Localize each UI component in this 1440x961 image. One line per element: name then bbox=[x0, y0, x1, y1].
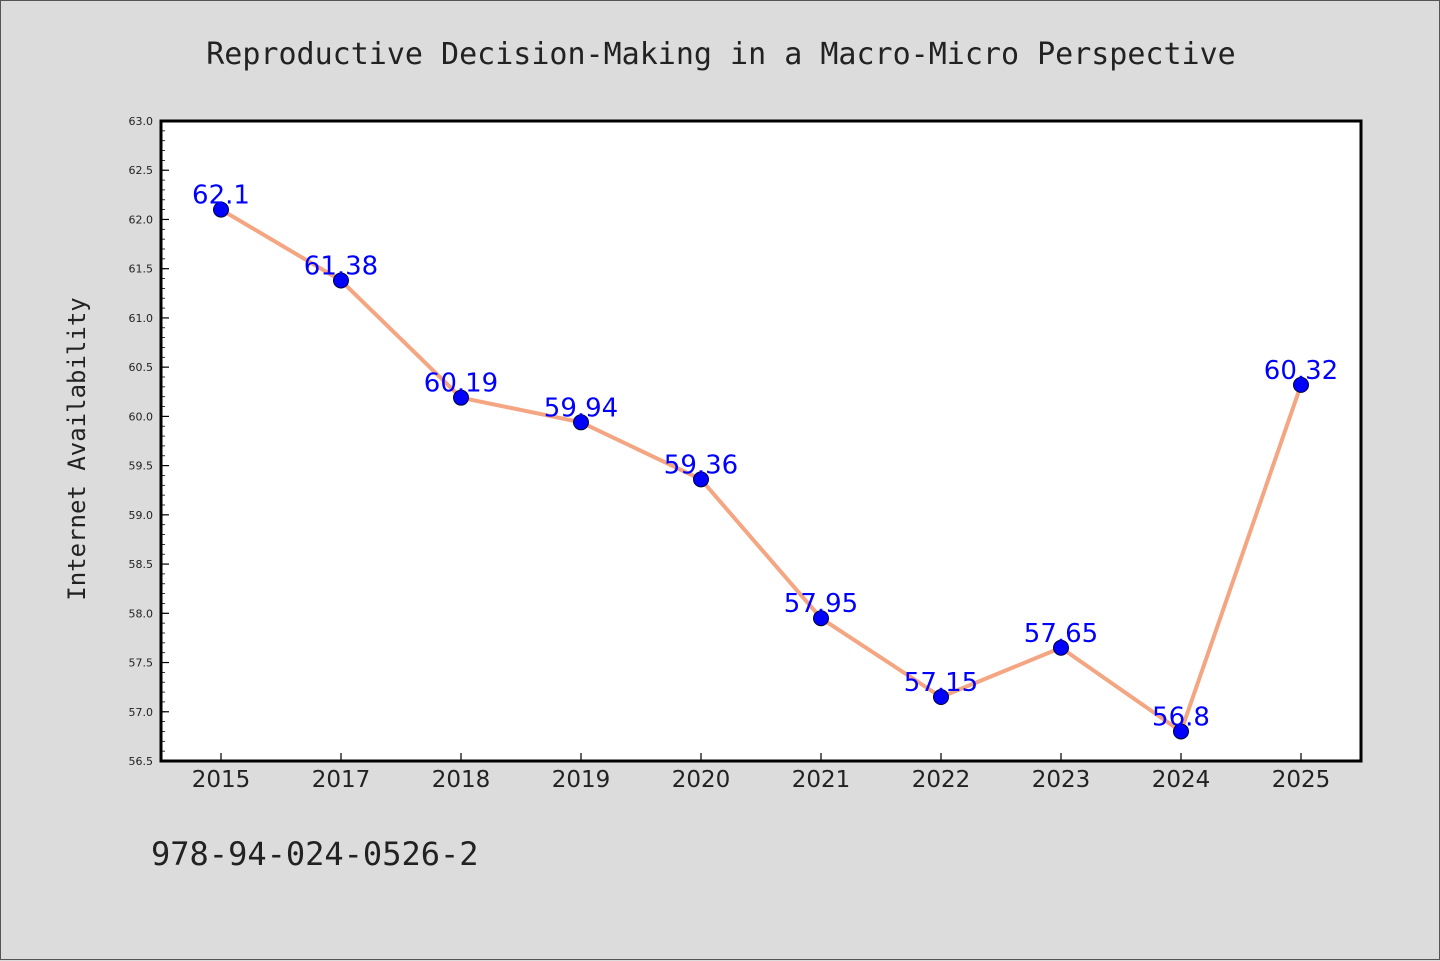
x-tick-label: 2025 bbox=[1272, 767, 1331, 793]
x-tick-label: 2024 bbox=[1152, 767, 1211, 793]
y-tick-label: 57.5 bbox=[129, 657, 154, 670]
data-label: 61.38 bbox=[304, 252, 378, 282]
y-tick-label: 60.0 bbox=[129, 410, 154, 423]
y-tick-label: 60.5 bbox=[129, 361, 154, 374]
x-tick-label: 2020 bbox=[672, 767, 731, 793]
data-point bbox=[1173, 723, 1189, 740]
data-label: 60.32 bbox=[1264, 356, 1338, 386]
data-label: 57.65 bbox=[1024, 619, 1098, 649]
data-label: 56.8 bbox=[1152, 702, 1210, 732]
data-label: 62.1 bbox=[192, 181, 250, 211]
y-tick-label: 62.5 bbox=[129, 164, 154, 177]
data-point bbox=[1053, 639, 1069, 656]
x-tick-label: 2015 bbox=[192, 767, 251, 793]
y-tick-label: 58.0 bbox=[129, 607, 154, 620]
y-axis-label: Internet Availability bbox=[63, 297, 91, 600]
data-point bbox=[213, 201, 229, 218]
plot-frame bbox=[159, 119, 1363, 763]
x-tick-label: 2022 bbox=[912, 767, 971, 793]
y-tick-label: 61.5 bbox=[129, 263, 154, 276]
data-label: 57.95 bbox=[784, 589, 858, 619]
y-tick-label: 62.0 bbox=[129, 213, 154, 226]
series-group: 62.1 61.38 60.19 59.94 59.36 57.95 57.15 57.65 5… bbox=[192, 181, 1338, 740]
plot-area bbox=[161, 121, 1361, 761]
data-point bbox=[693, 471, 709, 488]
data-point bbox=[813, 610, 829, 627]
x-axis: 2015 2017 2018 2019 2020 2021 2022 2023 2024 2025 bbox=[192, 753, 1331, 793]
y-tick-label: 59.0 bbox=[129, 509, 154, 522]
data-point bbox=[573, 414, 589, 431]
x-tick-label: 2019 bbox=[552, 767, 611, 793]
data-point bbox=[933, 689, 949, 705]
chart-title: Reproductive Decision-Making in a Macro-… bbox=[206, 37, 1236, 72]
series-line bbox=[219, 207, 1303, 734]
x-tick-label: 2017 bbox=[312, 767, 371, 793]
data-point bbox=[453, 389, 469, 406]
y-tick-label: 61.0 bbox=[129, 312, 154, 325]
data-point bbox=[333, 272, 349, 289]
data-point bbox=[1293, 376, 1309, 393]
data-label: 59.36 bbox=[664, 450, 738, 480]
y-tick-label: 59.5 bbox=[129, 460, 154, 473]
isbn-text: 978-94-024-0526-2 bbox=[151, 835, 479, 873]
y-tick-label: 56.5 bbox=[129, 755, 154, 768]
data-label: 60.19 bbox=[424, 369, 498, 399]
y-tick-label: 63.0 bbox=[129, 115, 154, 128]
x-tick-label: 2023 bbox=[1032, 767, 1091, 793]
y-axis: 56.5 57.0 57.5 58.0 58.5 59.0 59.5 60.0 60.5 61.0… bbox=[129, 115, 169, 768]
x-tick-label: 2021 bbox=[792, 767, 851, 793]
data-label: 57.15 bbox=[904, 668, 978, 698]
y-tick-label: 58.5 bbox=[129, 558, 154, 571]
x-tick-label: 2018 bbox=[432, 767, 491, 793]
y-tick-label: 57.0 bbox=[129, 706, 154, 719]
data-label: 59.94 bbox=[544, 393, 618, 423]
